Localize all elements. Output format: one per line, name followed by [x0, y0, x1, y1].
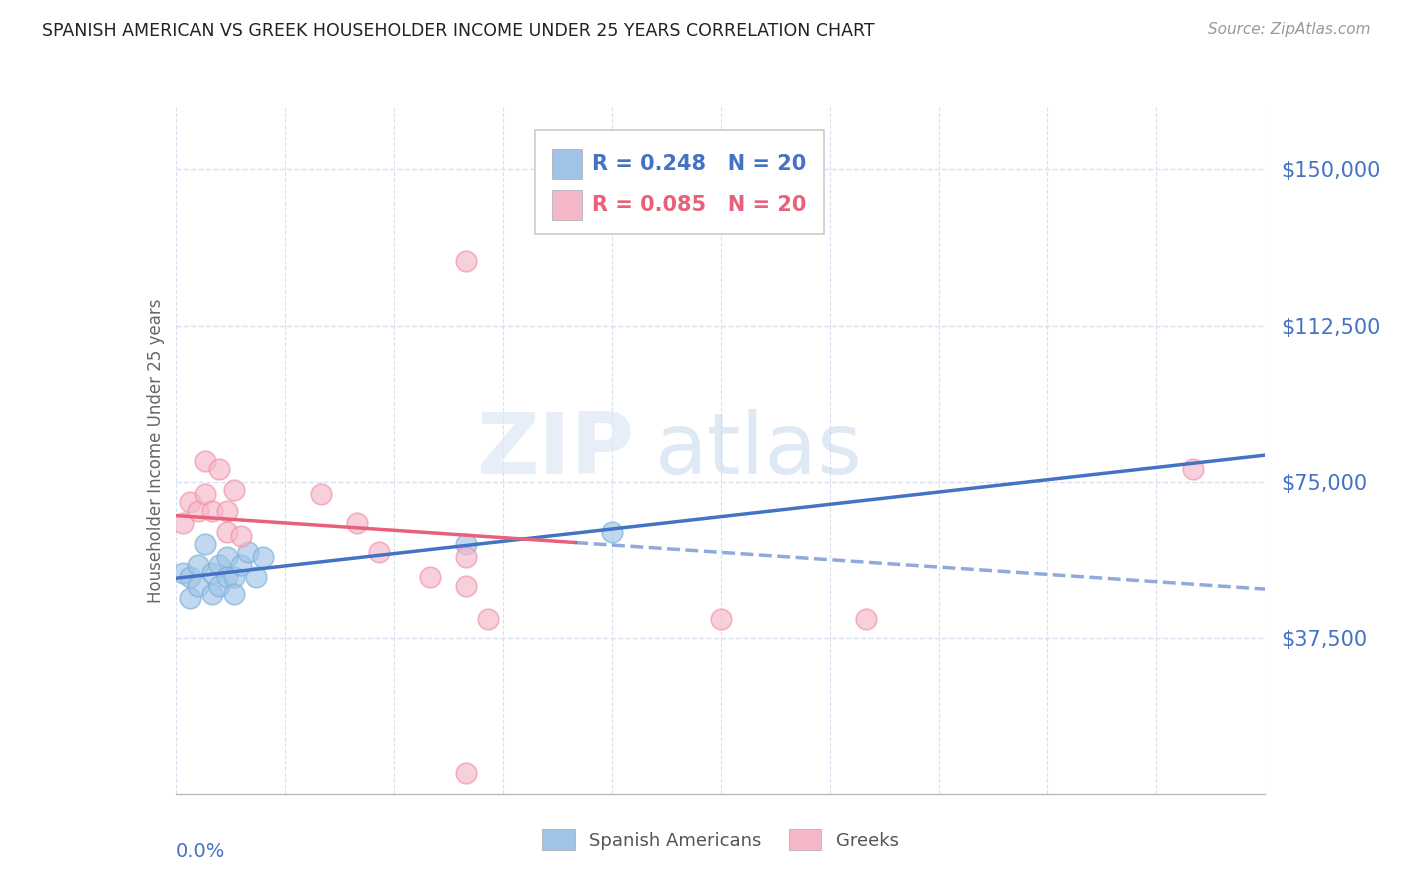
- Point: [456, 537, 478, 551]
- Point: [222, 483, 245, 497]
- Point: [346, 516, 368, 531]
- Point: [710, 612, 733, 626]
- Point: [172, 516, 194, 531]
- Point: [238, 545, 260, 559]
- Point: [231, 529, 253, 543]
- Y-axis label: Householder Income Under 25 years: Householder Income Under 25 years: [146, 298, 165, 603]
- Point: [368, 545, 391, 559]
- Point: [179, 495, 201, 509]
- Point: [172, 566, 194, 581]
- Legend: Spanish Americans, Greeks: Spanish Americans, Greeks: [543, 830, 898, 850]
- Point: [179, 570, 201, 584]
- Point: [208, 579, 231, 593]
- Text: Source: ZipAtlas.com: Source: ZipAtlas.com: [1208, 22, 1371, 37]
- Point: [215, 504, 238, 518]
- Point: [201, 566, 224, 581]
- Point: [456, 766, 478, 780]
- Point: [194, 487, 217, 501]
- Text: R = 0.248   N = 20: R = 0.248 N = 20: [592, 154, 806, 174]
- Point: [222, 587, 245, 601]
- Point: [186, 579, 209, 593]
- Text: atlas: atlas: [655, 409, 863, 492]
- FancyBboxPatch shape: [536, 129, 824, 234]
- Point: [208, 558, 231, 572]
- Point: [456, 579, 478, 593]
- Point: [186, 504, 209, 518]
- Point: [186, 558, 209, 572]
- Point: [215, 570, 238, 584]
- Point: [194, 537, 217, 551]
- Point: [600, 524, 623, 539]
- Text: 0.0%: 0.0%: [176, 842, 225, 861]
- Point: [252, 549, 274, 564]
- Point: [456, 549, 478, 564]
- Bar: [551, 190, 582, 220]
- Point: [201, 587, 224, 601]
- Point: [855, 612, 877, 626]
- Point: [245, 570, 267, 584]
- Point: [215, 549, 238, 564]
- Point: [309, 487, 332, 501]
- Point: [222, 570, 245, 584]
- Point: [231, 558, 253, 572]
- Text: SPANISH AMERICAN VS GREEK HOUSEHOLDER INCOME UNDER 25 YEARS CORRELATION CHART: SPANISH AMERICAN VS GREEK HOUSEHOLDER IN…: [42, 22, 875, 40]
- Point: [194, 454, 217, 468]
- Point: [456, 254, 478, 268]
- Point: [208, 462, 231, 476]
- Bar: [551, 149, 582, 179]
- Text: ZIP: ZIP: [475, 409, 633, 492]
- Point: [1181, 462, 1204, 476]
- Point: [201, 504, 224, 518]
- Point: [419, 570, 441, 584]
- Text: R = 0.085   N = 20: R = 0.085 N = 20: [592, 195, 807, 215]
- Point: [179, 591, 201, 606]
- Point: [477, 612, 499, 626]
- Point: [215, 524, 238, 539]
